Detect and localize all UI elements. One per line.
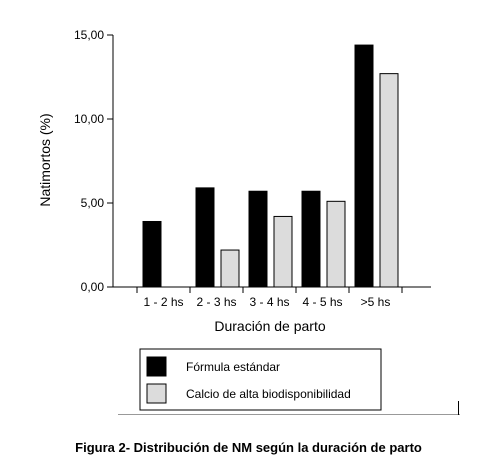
legend: Fórmula estándar Calcio de alta biodispo…: [139, 348, 382, 411]
y-axis-title: Natimortos (%): [37, 113, 53, 206]
y-tick-label: 10,00: [74, 112, 104, 126]
x-tick-label: 4 - 5 hs: [302, 295, 342, 309]
x-ticks: 1 - 2 hs 2 - 3 hs 3 - 4 hs 4 - 5 hs >5 hs: [136, 287, 403, 309]
bar-series1-cat5: [354, 44, 374, 288]
bar-series1-cat4: [301, 190, 321, 288]
legend-label-calcio: Calcio de alta biodisponibilidad: [186, 387, 351, 401]
bar-series2-cat4: [326, 200, 346, 288]
x-tick-label: >5 hs: [361, 295, 391, 309]
y-ticks: 0,00 5,00 10,00 15,00: [74, 28, 113, 294]
legend-swatch-calcio: [146, 383, 167, 404]
x-axis-title: Duración de parto: [214, 318, 326, 334]
figure-caption: Figura 2- Distribución de NM según la du…: [75, 440, 422, 455]
x-tick-label: 1 - 2 hs: [143, 295, 183, 309]
bar-series2-cat5: [379, 73, 399, 288]
bar-series1-cat3: [248, 190, 268, 288]
x-tick-label: 2 - 3 hs: [196, 295, 236, 309]
plot-area: [142, 44, 399, 288]
bar-series1-cat1: [142, 220, 162, 288]
divider-mark: [458, 401, 459, 415]
legend-label-formula-estandar: Fórmula estándar: [186, 360, 280, 374]
y-tick-label: 15,00: [74, 28, 104, 42]
bar-series2-cat2: [220, 249, 240, 288]
bar-series1-cat2: [195, 187, 215, 288]
bar-series2-cat3: [273, 215, 293, 288]
x-tick-label: 3 - 4 hs: [249, 295, 289, 309]
legend-box: [139, 348, 382, 411]
y-tick-label: 5,00: [81, 196, 105, 210]
page-divider: [118, 414, 460, 415]
y-tick-label: 0,00: [81, 280, 105, 294]
legend-swatch-formula-estandar: [146, 356, 167, 377]
